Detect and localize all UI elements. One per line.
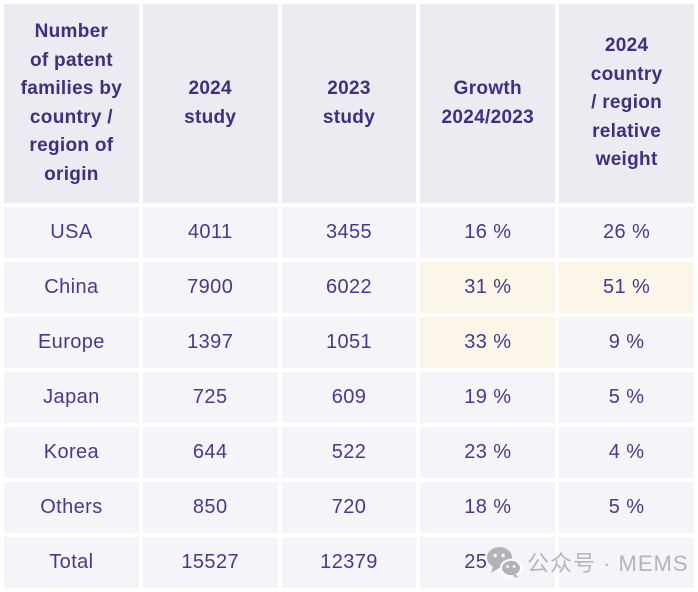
cell-weight: 26 % xyxy=(559,207,694,258)
cell-region: USA xyxy=(4,207,139,258)
cell-weight: 5 % xyxy=(559,372,694,423)
cell-2023-study: 6022 xyxy=(281,262,417,313)
cell-growth: 16 % xyxy=(420,207,556,258)
table-row-europe: Europe 1397 1051 33 % 9 % xyxy=(4,317,694,368)
cell-weight: 51 % xyxy=(559,262,694,313)
table-row-china: China 7900 6022 31 % 51 % xyxy=(4,262,694,313)
col-header-2023-study: 2023 study xyxy=(281,4,417,203)
cell-region: Japan xyxy=(4,372,139,423)
header-row: Number of patent families by country / r… xyxy=(4,4,694,203)
cell-growth: 33 % xyxy=(420,317,556,368)
cell-2023-study: 522 xyxy=(281,427,417,478)
cell-weight: 5 % xyxy=(559,482,694,533)
cell-2023-study: 720 xyxy=(281,482,417,533)
col-header-relative-weight: 2024 country / region relative weight xyxy=(559,4,694,203)
cell-weight xyxy=(559,537,694,588)
cell-2023-study: 1051 xyxy=(281,317,417,368)
cell-weight: 9 % xyxy=(559,317,694,368)
table-row-korea: Korea 644 522 23 % 4 % xyxy=(4,427,694,478)
cell-weight: 4 % xyxy=(559,427,694,478)
cell-growth: 19 % xyxy=(420,372,556,423)
cell-region: Europe xyxy=(4,317,139,368)
cell-region: Others xyxy=(4,482,139,533)
cell-2024-study: 850 xyxy=(142,482,278,533)
cell-region: China xyxy=(4,262,139,313)
cell-2023-study: 609 xyxy=(281,372,417,423)
col-header-growth: Growth 2024/2023 xyxy=(420,4,556,203)
table-row-others: Others 850 720 18 % 5 % xyxy=(4,482,694,533)
table-row-usa: USA 4011 3455 16 % 26 % xyxy=(4,207,694,258)
cell-region: Korea xyxy=(4,427,139,478)
cell-2024-study: 7900 xyxy=(142,262,278,313)
cell-2023-study: 3455 xyxy=(281,207,417,258)
table-body: USA 4011 3455 16 % 26 % China 7900 6022 … xyxy=(4,207,694,588)
cell-2024-study: 644 xyxy=(142,427,278,478)
col-header-region: Number of patent families by country / r… xyxy=(4,4,139,203)
table-row-total: Total 15527 12379 25 % xyxy=(4,537,694,588)
cell-2024-study: 1397 xyxy=(142,317,278,368)
cell-2024-study: 15527 xyxy=(142,537,278,588)
cell-region: Total xyxy=(4,537,139,588)
cell-growth: 31 % xyxy=(420,262,556,313)
cell-2023-study: 12379 xyxy=(281,537,417,588)
cell-growth: 25 % xyxy=(420,537,556,588)
cell-growth: 23 % xyxy=(420,427,556,478)
cell-2024-study: 4011 xyxy=(142,207,278,258)
col-header-2024-study: 2024 study xyxy=(142,4,278,203)
cell-growth: 18 % xyxy=(420,482,556,533)
cell-2024-study: 725 xyxy=(142,372,278,423)
table-row-japan: Japan 725 609 19 % 5 % xyxy=(4,372,694,423)
table-header: Number of patent families by country / r… xyxy=(4,4,694,203)
